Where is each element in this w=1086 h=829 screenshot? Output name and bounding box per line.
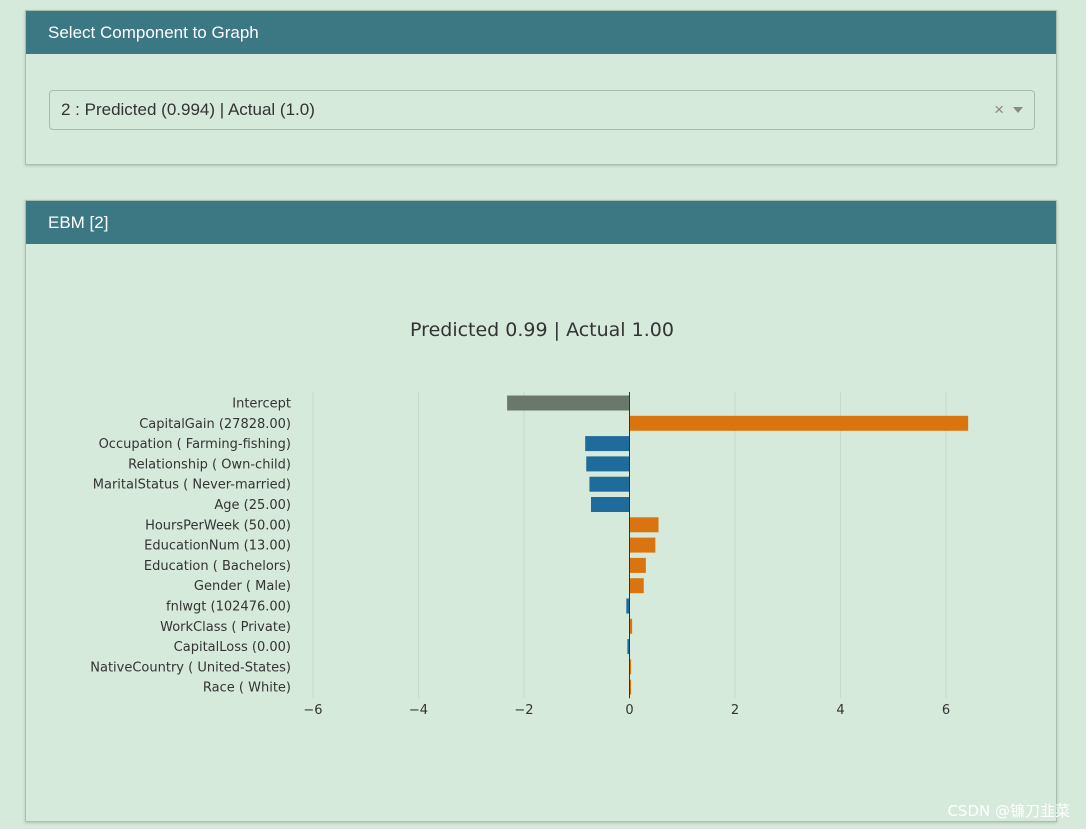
x-tick-label: −2 [514,703,533,718]
ebm-panel-header: EBM [2] [26,201,1056,244]
y-tick-label: Age (25.00) [214,498,291,513]
y-tick-label: Occupation ( Farming-fishing) [99,437,291,452]
chevron-down-icon[interactable] [1013,107,1023,113]
component-dropdown-value: 2 : Predicted (0.994) | Actual (1.0) [61,100,315,119]
bar[interactable] [629,618,633,634]
bar[interactable] [629,517,659,533]
y-tick-label: HoursPerWeek (50.00) [145,518,291,533]
x-tick-label: −4 [409,703,428,718]
chart-title: Predicted 0.99 | Actual 1.00 [410,319,674,341]
ebm-bar-chart: Predicted 0.99 | Actual 1.00 Intercept Cap… [90,319,969,718]
bar[interactable] [626,598,630,614]
bar[interactable] [590,497,630,512]
y-tick-label: Race ( White) [203,681,291,696]
y-tick-label: MaritalStatus ( Never-married) [93,478,291,493]
bar[interactable] [629,415,969,431]
watermark: CSDN @镰刀韭菜 [947,802,1070,820]
bar[interactable] [629,679,632,695]
bar[interactable] [589,476,630,492]
x-tick-label: −6 [303,703,322,718]
y-tick-label: Education ( Bachelors) [144,559,291,574]
select-component-panel: Select Component to Graph 2 : Predicted … [25,10,1057,165]
ebm-panel: EBM [2] Predicted 0.99 | Actual 1.00 Inte… [25,200,1057,822]
y-tick-label: CapitalLoss (0.00) [174,640,291,655]
select-component-header: Select Component to Graph [26,11,1056,54]
bar[interactable] [629,578,644,594]
y-tick-label: NativeCountry ( United-States) [90,660,291,675]
x-tick-label: 2 [731,703,739,718]
bar[interactable] [586,456,630,472]
y-tick-label: fnlwgt (102476.00) [166,600,291,615]
x-tick-label: 6 [942,703,950,718]
y-tick-label: EducationNum (13.00) [144,539,291,554]
bar[interactable] [629,659,632,675]
component-dropdown[interactable]: 2 : Predicted (0.994) | Actual (1.0) × [49,90,1035,130]
x-tick-label: 0 [625,703,633,718]
x-tick-label: 4 [836,703,844,718]
bar[interactable] [585,436,630,452]
bar[interactable] [629,537,656,553]
y-tick-label: Relationship ( Own-child) [128,457,291,472]
bar[interactable] [627,639,630,655]
bar[interactable] [507,395,630,411]
y-tick-label: Intercept [232,397,291,412]
y-tick-label: CapitalGain (27828.00) [139,417,291,432]
y-tick-label: WorkClass ( Private) [160,620,291,635]
clear-icon[interactable]: × [994,100,1004,119]
bar[interactable] [629,557,646,573]
y-tick-label: Gender ( Male) [194,579,291,594]
